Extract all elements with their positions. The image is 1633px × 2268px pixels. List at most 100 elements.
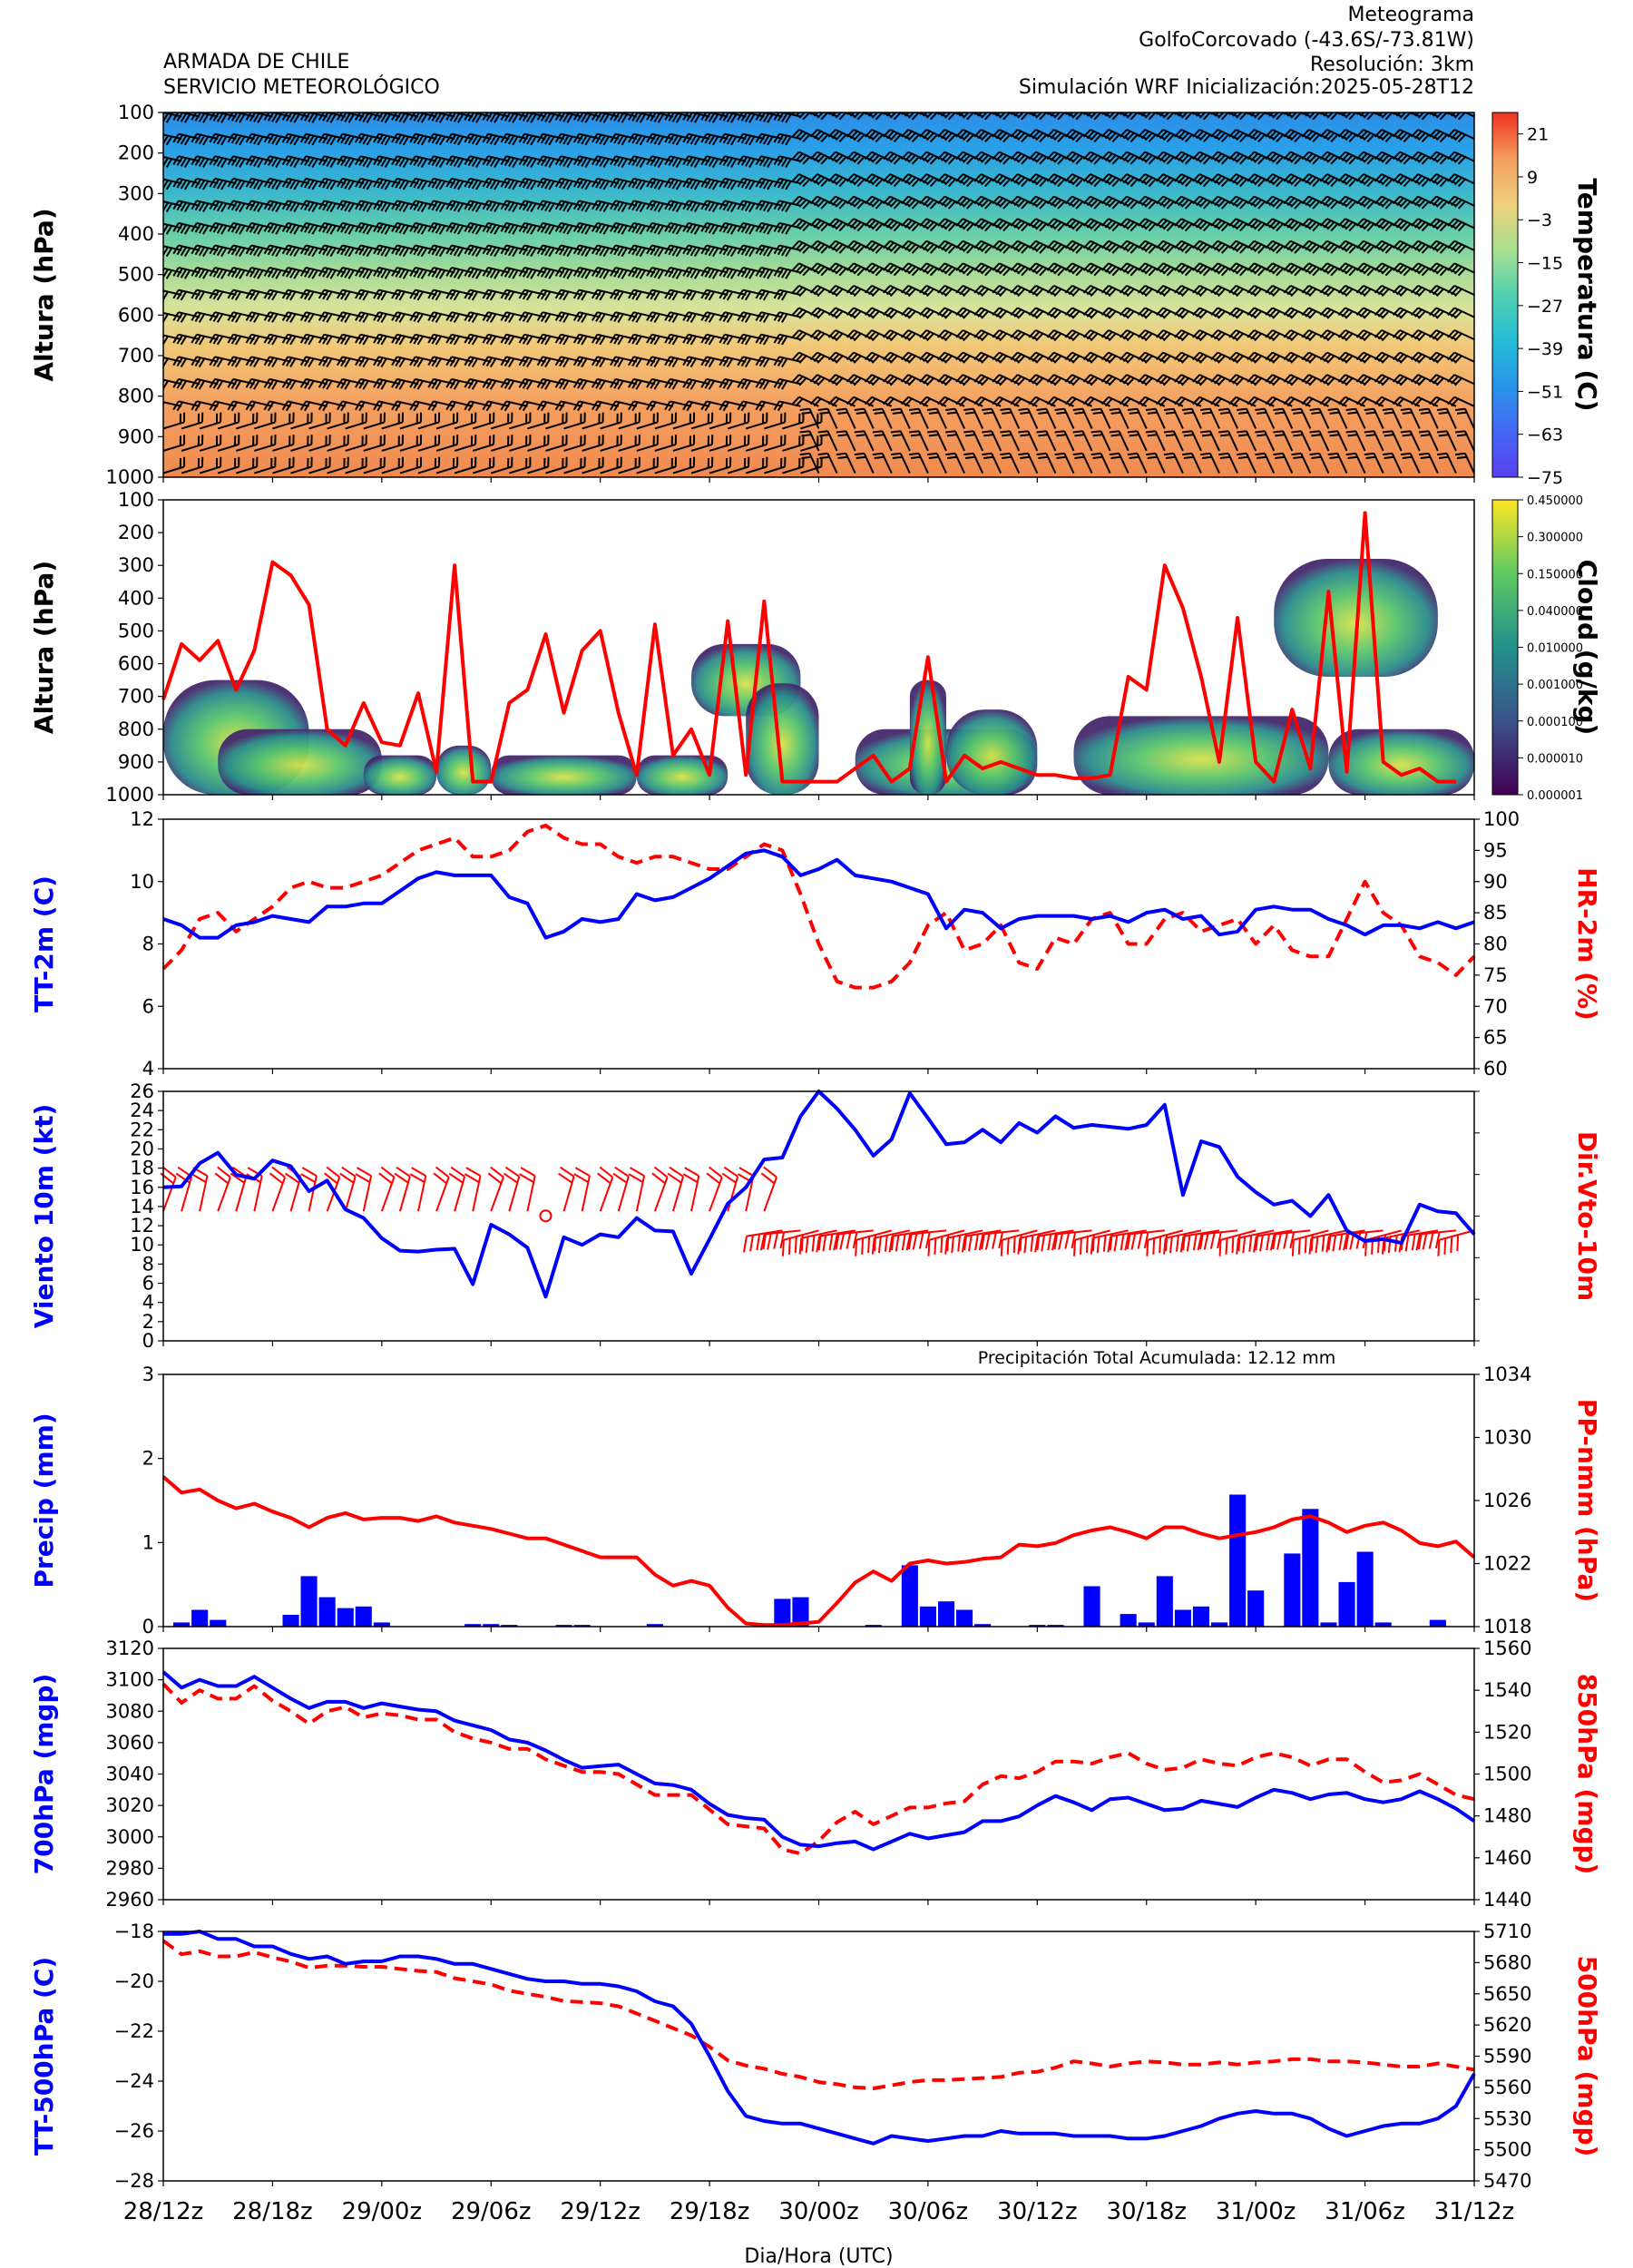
- wind-barb-flag: [391, 222, 398, 232]
- wind-barb-flag: [908, 430, 919, 434]
- wind-barb-flag: [1013, 197, 1022, 206]
- wind-barb-flag: [249, 223, 257, 233]
- wind-barb-flag: [176, 179, 183, 189]
- wind-barb-flag: [293, 158, 300, 168]
- wind-barb-flag: [682, 178, 689, 188]
- wind-barb-flag: [955, 307, 964, 316]
- wind-barb-flag: [1210, 396, 1219, 406]
- wind-barb-flag: [910, 411, 921, 415]
- wind-barb-flag: [653, 380, 660, 390]
- wind-barb-flag: [464, 222, 471, 232]
- wind-barb-flag: [194, 357, 201, 367]
- wind-barb-flag: [904, 152, 913, 161]
- wind-barb-flag: [445, 178, 453, 188]
- wind-barb-flag: [944, 355, 953, 364]
- wind-barb-flag: [522, 179, 530, 189]
- wind-barb-flag: [504, 134, 512, 144]
- wind-barb-flag: [449, 357, 456, 367]
- wind-barb-flag: [239, 113, 246, 123]
- wind-barb-flag: [617, 224, 624, 234]
- wind-barb-flag: [376, 179, 384, 189]
- wind-barb-flag: [230, 312, 239, 322]
- wind-barb-flag: [885, 241, 895, 251]
- wind-barb-flag: [1345, 407, 1356, 411]
- wind-barb-flag: [853, 310, 862, 319]
- wind-barb-flag: [882, 285, 891, 294]
- wind-barb-flag: [180, 290, 188, 301]
- wind-barb-flag: [1453, 266, 1462, 275]
- wind-barb-flag: [838, 268, 847, 277]
- wind-barb-flag: [1326, 310, 1335, 319]
- wind-barb-flag: [919, 329, 927, 338]
- wind-barb-flag: [431, 312, 438, 322]
- wind-barb-flag: [1392, 329, 1401, 338]
- wind-barb-flag: [1217, 266, 1226, 275]
- wind-barb-flag: [653, 269, 660, 279]
- wind-barb-flag: [856, 133, 865, 142]
- wind-barb-flag: [639, 113, 646, 123]
- wind-barb-flag: [992, 218, 1001, 227]
- wind-barb-flag: [726, 112, 734, 122]
- wind-barb-flag: [1429, 240, 1437, 249]
- wind-barb-flag: [650, 268, 657, 278]
- wind-barb-flag: [234, 112, 242, 122]
- wind-barb-flag: [253, 180, 260, 190]
- wind-barb-flag: [1432, 353, 1441, 362]
- wind-barb-flag: [1257, 411, 1267, 415]
- wind-barb-flag: [911, 178, 920, 188]
- wind-barb-flag: [1180, 132, 1189, 142]
- wind-barb-flag: [1090, 332, 1099, 342]
- wind-barb-flag: [216, 357, 224, 368]
- wind-barb-flag: [973, 195, 983, 205]
- wind-barb-flag: [416, 246, 424, 257]
- wind-barb-flag: [494, 269, 501, 279]
- wind-barb-flag: [693, 113, 701, 123]
- wind-barb-flag: [227, 200, 234, 210]
- wind-barb-flag: [849, 287, 858, 296]
- wind-barb-flag: [689, 201, 697, 212]
- wind-barb-flag: [722, 401, 729, 412]
- wind-barb-flag: [209, 200, 216, 210]
- wind-barb-flag: [1359, 220, 1368, 229]
- wind-barb-flag: [853, 377, 862, 386]
- wind-barb-flag: [809, 329, 818, 338]
- wind-barb-flag: [1198, 132, 1208, 142]
- wind-barb-flag: [176, 312, 183, 322]
- wind-barb-flag: [293, 247, 300, 258]
- wind-barb-flag: [966, 268, 974, 277]
- wind-barb-flag: [554, 334, 562, 344]
- wind-barb-flag: [1202, 133, 1211, 142]
- wind-barb-flag: [1283, 262, 1292, 271]
- wind-barb-flag: [1129, 268, 1139, 277]
- wind-barb-flag: [435, 135, 442, 145]
- wind-barb-flag: [1290, 177, 1299, 186]
- wind-barb-flag: [1456, 411, 1467, 415]
- wind-barb-flag: [322, 357, 329, 367]
- wind-barb-flag: [172, 378, 180, 388]
- wind-barb-flag: [304, 156, 311, 166]
- wind-barb-flag: [816, 266, 826, 275]
- wind-barb-flag: [1050, 152, 1059, 161]
- wind-barb-flag: [398, 290, 406, 301]
- wind-barb-flag: [767, 225, 774, 235]
- wind-barb-flag: [1174, 195, 1182, 205]
- wind-barb-flag: [882, 173, 891, 182]
- wind-barb-flag: [263, 155, 270, 166]
- wind-barb-flag: [581, 135, 588, 145]
- wind-barb-flag: [155, 401, 161, 409]
- wind-barb-flag: [1017, 177, 1026, 186]
- wind-barb-flag: [1395, 197, 1404, 206]
- wind-barb-flag: [1108, 154, 1117, 163]
- wind-barb-flag: [285, 112, 293, 122]
- wind-barb-flag: [457, 202, 464, 213]
- wind-barb-flag: [489, 201, 497, 212]
- wind-barb-flag: [362, 357, 369, 368]
- wind-barb-flag: [267, 223, 275, 233]
- wind-barb-flag: [675, 225, 683, 235]
- wind-barb-flag: [795, 353, 804, 362]
- wind-barb-flag: [485, 223, 493, 233]
- wind-barb-flag: [628, 334, 635, 344]
- wind-barb-flag: [1126, 310, 1135, 319]
- wind-barb-flag: [621, 135, 628, 146]
- wind-barb-flag: [773, 289, 780, 299]
